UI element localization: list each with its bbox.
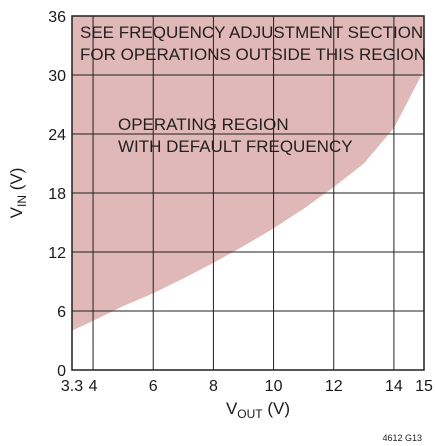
y-tick-label: 6	[57, 304, 66, 321]
x-tick-label: 8	[209, 378, 218, 395]
annotation-outside-region: SEE FREQUENCY ADJUSTMENT SECTION	[80, 23, 423, 42]
x-tick-label: 15	[415, 378, 433, 395]
y-tick-label: 0	[57, 363, 66, 380]
x-tick-label: 6	[149, 378, 158, 395]
y-tick-label: 30	[48, 68, 66, 85]
x-axis-label: VOUT (V)	[226, 399, 290, 421]
figure-id: 4612 G13	[382, 433, 422, 443]
y-tick-label: 36	[48, 9, 66, 26]
x-tick-label: 4	[89, 378, 98, 395]
y-tick-label: 18	[48, 186, 66, 203]
x-tick-label: 10	[265, 378, 283, 395]
grid	[72, 16, 424, 370]
x-tick-label: 12	[325, 378, 343, 395]
annotation-operating-region: OPERATING REGION	[118, 115, 289, 134]
plot-frame	[71, 15, 425, 371]
x-tick-label: 14	[385, 378, 403, 395]
annotations: SEE FREQUENCY ADJUSTMENT SECTION FOR OPER…	[80, 23, 426, 156]
x-axis-ticks: 3.3 4 6 8 10 12 14 15	[61, 378, 433, 395]
annotation-outside-region: FOR OPERATIONS OUTSIDE THIS REGION	[80, 45, 426, 64]
y-axis-label: VIN (V)	[7, 168, 29, 219]
y-axis-ticks: 0 6 12 18 24 30 36	[48, 9, 66, 380]
y-tick-label: 24	[48, 127, 66, 144]
annotation-operating-region: WITH DEFAULT FREQUENCY	[118, 137, 353, 156]
y-tick-label: 12	[48, 245, 66, 262]
x-tick-label: 3.3	[61, 378, 83, 395]
